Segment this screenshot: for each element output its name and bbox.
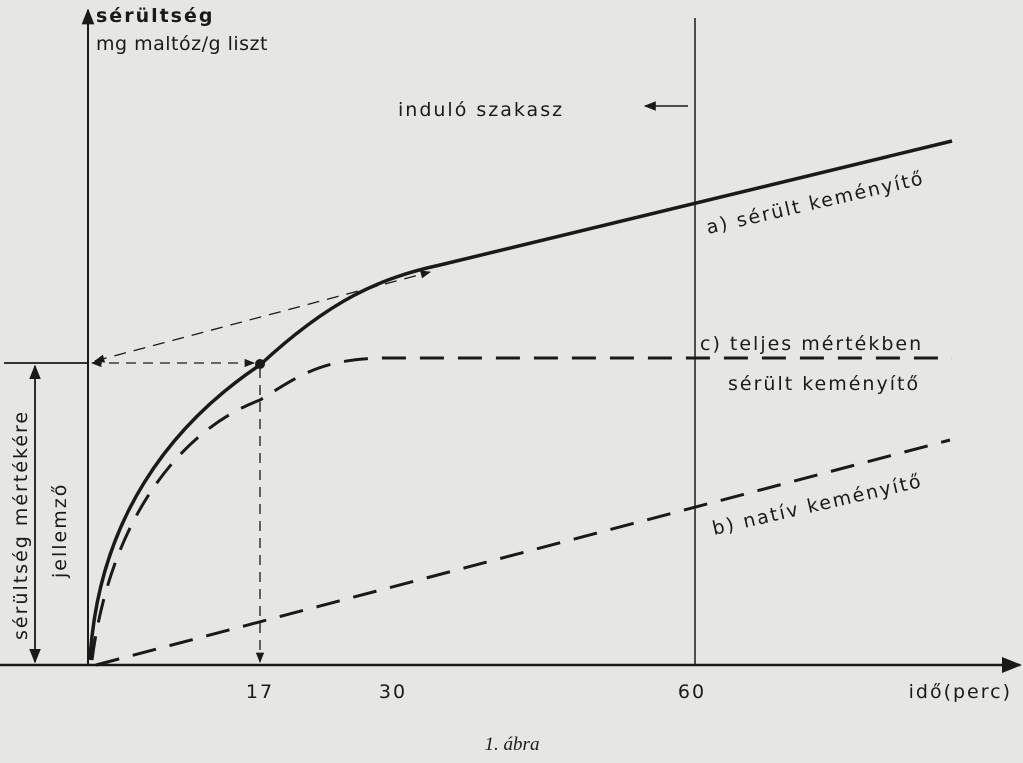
y-title: sérültség xyxy=(96,5,214,27)
x-tick-label: 60 xyxy=(678,681,706,703)
curve-b xyxy=(95,438,951,667)
intersection-point xyxy=(255,359,265,369)
tangent-line xyxy=(93,270,432,363)
x-title: idő(perc) xyxy=(909,681,1012,703)
bracket-label-1: sérültség mértékére xyxy=(10,410,32,640)
caption: 1. ábra xyxy=(485,734,540,755)
x-tick-label: 30 xyxy=(379,681,407,703)
curve-c-label-2: sérült keményítő xyxy=(728,373,920,395)
y-unit: mg maltóz/g liszt xyxy=(96,33,268,55)
curve-c-label-1: c) teljes mértékben xyxy=(700,333,923,355)
bracket-label-2: jellemző xyxy=(49,483,71,579)
phase-label: induló szakasz xyxy=(398,99,564,121)
x-tick-label: 17 xyxy=(246,681,274,703)
